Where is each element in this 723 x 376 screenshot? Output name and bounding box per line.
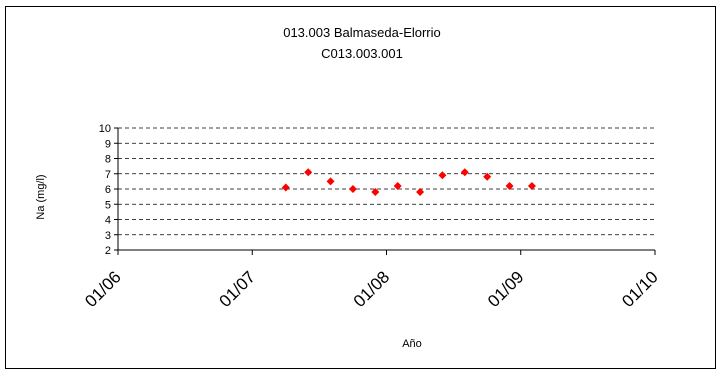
x-axis-label: Año (402, 338, 422, 350)
chart-title: 013.003 Balmaseda-Elorrio (283, 25, 441, 40)
data-point (483, 172, 492, 181)
data-point (326, 177, 335, 186)
chart-subtitle: C013.003.001 (321, 46, 403, 61)
data-point (438, 171, 447, 180)
data-point (416, 188, 425, 197)
y-tick-label: 9 (105, 138, 111, 150)
y-tick-label: 3 (105, 230, 111, 242)
data-point (371, 188, 380, 197)
axes (114, 127, 656, 255)
y-tick-label: 7 (105, 169, 111, 181)
y-axis-label: Na (mg/l) (35, 174, 47, 219)
y-tick-label: 2 (105, 245, 111, 257)
gridlines (118, 127, 655, 236)
y-tick-label: 10 (99, 123, 111, 135)
x-tick-label: 01/06 (81, 267, 125, 311)
y-tick-label: 4 (105, 215, 111, 227)
x-tick-label: 01/07 (216, 267, 260, 311)
data-point (460, 168, 469, 177)
x-tick-label: 01/10 (618, 267, 662, 311)
data-point (527, 181, 536, 190)
data-point (348, 185, 357, 193)
x-tick-labels: 01/06 01/07 01/08 01/09 01/10 (81, 267, 662, 311)
chart-frame (5, 6, 716, 369)
y-tick-label: 8 (105, 154, 111, 166)
data-point (304, 168, 313, 177)
x-tick-label: 01/08 (350, 267, 394, 311)
y-tick-label: 5 (105, 199, 111, 211)
data-point (505, 181, 514, 190)
y-tick-label: 6 (105, 184, 111, 196)
data-point (393, 181, 402, 190)
x-tick-label: 01/09 (484, 267, 528, 311)
data-points (281, 168, 536, 197)
data-point (281, 183, 290, 192)
y-tick-labels: 2 3 4 5 6 7 8 9 10 (99, 123, 111, 257)
